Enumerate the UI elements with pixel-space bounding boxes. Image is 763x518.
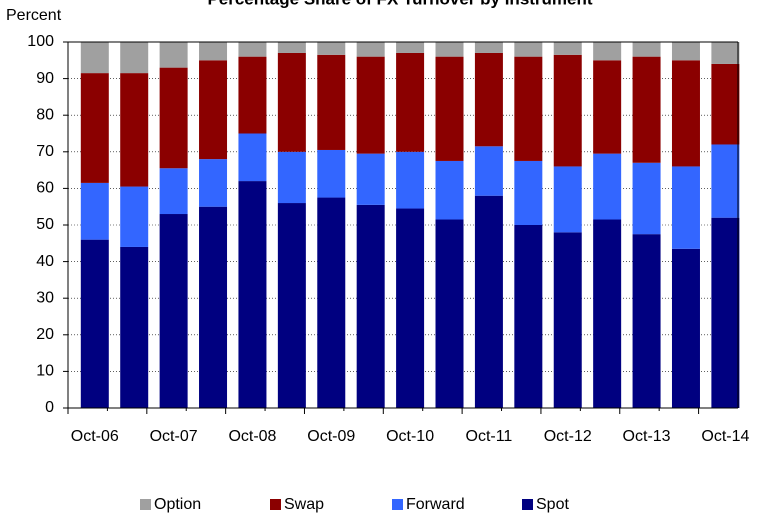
bar-segment [159, 42, 188, 68]
y-tick-label: 100 [27, 33, 54, 50]
bar-segment [199, 60, 228, 160]
y-tick-label: 20 [36, 326, 54, 343]
chart-title: Percentage Share of FX Turnover by Instr… [207, 0, 592, 8]
bar-segment [356, 153, 385, 205]
y-tick-label: 0 [45, 399, 54, 416]
x-tick-label: Oct-14 [701, 428, 749, 445]
bar-segment [593, 60, 622, 154]
x-tick-label: Oct-11 [466, 428, 513, 445]
bar-segment [593, 42, 622, 61]
bar-segment [277, 151, 306, 204]
y-tick-label: 30 [36, 289, 54, 306]
bar-segment [199, 206, 228, 408]
bar-segment [435, 219, 464, 408]
bar-segment [632, 56, 661, 163]
bar-segment [671, 248, 700, 408]
bar-segment [632, 162, 661, 235]
bar-segment [199, 159, 228, 207]
y-tick-label: 50 [36, 216, 54, 233]
bar-segment [80, 239, 109, 408]
bar-segment [238, 133, 267, 182]
x-tick-label: Oct-08 [228, 428, 276, 445]
bar-segment [199, 42, 228, 61]
bar-segment [80, 182, 109, 240]
bar-segment [277, 203, 306, 408]
bar-segment [317, 149, 346, 198]
y-axis-label: Percent [6, 7, 62, 24]
bar-segment [238, 56, 267, 134]
bar-segment [120, 73, 149, 187]
bar-segment [435, 160, 464, 220]
legend-swatch [392, 499, 403, 510]
bar-segment [514, 225, 543, 408]
bar-segment [159, 214, 188, 408]
bar-segment [356, 204, 385, 408]
bar-segment [120, 42, 149, 74]
bar-segment [553, 166, 582, 233]
bar-segment [435, 42, 464, 57]
legend-label: Spot [536, 496, 569, 513]
bar-segment [277, 52, 306, 152]
bar-segment [317, 54, 346, 150]
bar-segment [238, 42, 267, 57]
bar-segment [80, 73, 109, 183]
x-tick-label: Oct-12 [544, 428, 592, 445]
x-tick-label: Oct-06 [71, 428, 119, 445]
y-tick-label: 70 [36, 143, 54, 160]
bar-segment [120, 186, 149, 247]
bar-segment [396, 52, 425, 152]
bar-segment [120, 246, 149, 408]
y-tick-label: 60 [36, 180, 54, 197]
bar-segment [474, 42, 503, 53]
bar-segment [396, 208, 425, 408]
bar-segment [474, 146, 503, 196]
bar-segment [80, 42, 109, 74]
bar-segment [711, 63, 740, 145]
bar-segment [671, 60, 700, 167]
x-tick-label: Oct-13 [623, 428, 671, 445]
bar-segment [671, 42, 700, 61]
legend-swatch [522, 499, 533, 510]
legend-swatch [140, 499, 151, 510]
bar-segment [435, 56, 464, 161]
legend-label: Option [154, 496, 201, 513]
y-tick-label: 40 [36, 253, 54, 270]
bar-segment [474, 195, 503, 408]
y-tick-label: 80 [36, 106, 54, 123]
bar-segment [356, 42, 385, 57]
bar-segment [317, 197, 346, 408]
bar-segment [159, 67, 188, 169]
bar-segment [277, 42, 306, 53]
bar-segment [553, 232, 582, 408]
bar-segment [474, 52, 503, 147]
bar-segment [514, 42, 543, 57]
bar-segment [514, 160, 543, 225]
bar-segment [553, 42, 582, 55]
legend-label: Swap [284, 496, 324, 513]
bar-segment [711, 144, 740, 218]
bar-segment [396, 42, 425, 53]
bar-segment [632, 42, 661, 57]
x-tick-label: Oct-10 [386, 428, 434, 445]
bar-segment [238, 181, 267, 408]
bar-segment [356, 56, 385, 154]
bar-segment [632, 234, 661, 408]
y-tick-label: 10 [36, 363, 54, 380]
bar-segment [593, 153, 622, 220]
bar-segment [396, 151, 425, 209]
bar-segment [553, 54, 582, 167]
bar-segment [317, 42, 346, 55]
x-tick-label: Oct-07 [150, 428, 198, 445]
bar-segment [711, 42, 740, 64]
bar-segment [159, 168, 188, 215]
y-tick-label: 90 [36, 70, 54, 87]
bar-segment [711, 217, 740, 408]
x-tick-label: Oct-09 [307, 428, 355, 445]
legend-label: Forward [406, 496, 465, 513]
bar-segment [514, 56, 543, 161]
legend-swatch [270, 499, 281, 510]
bar-segment [593, 219, 622, 408]
bar-segment [671, 166, 700, 249]
